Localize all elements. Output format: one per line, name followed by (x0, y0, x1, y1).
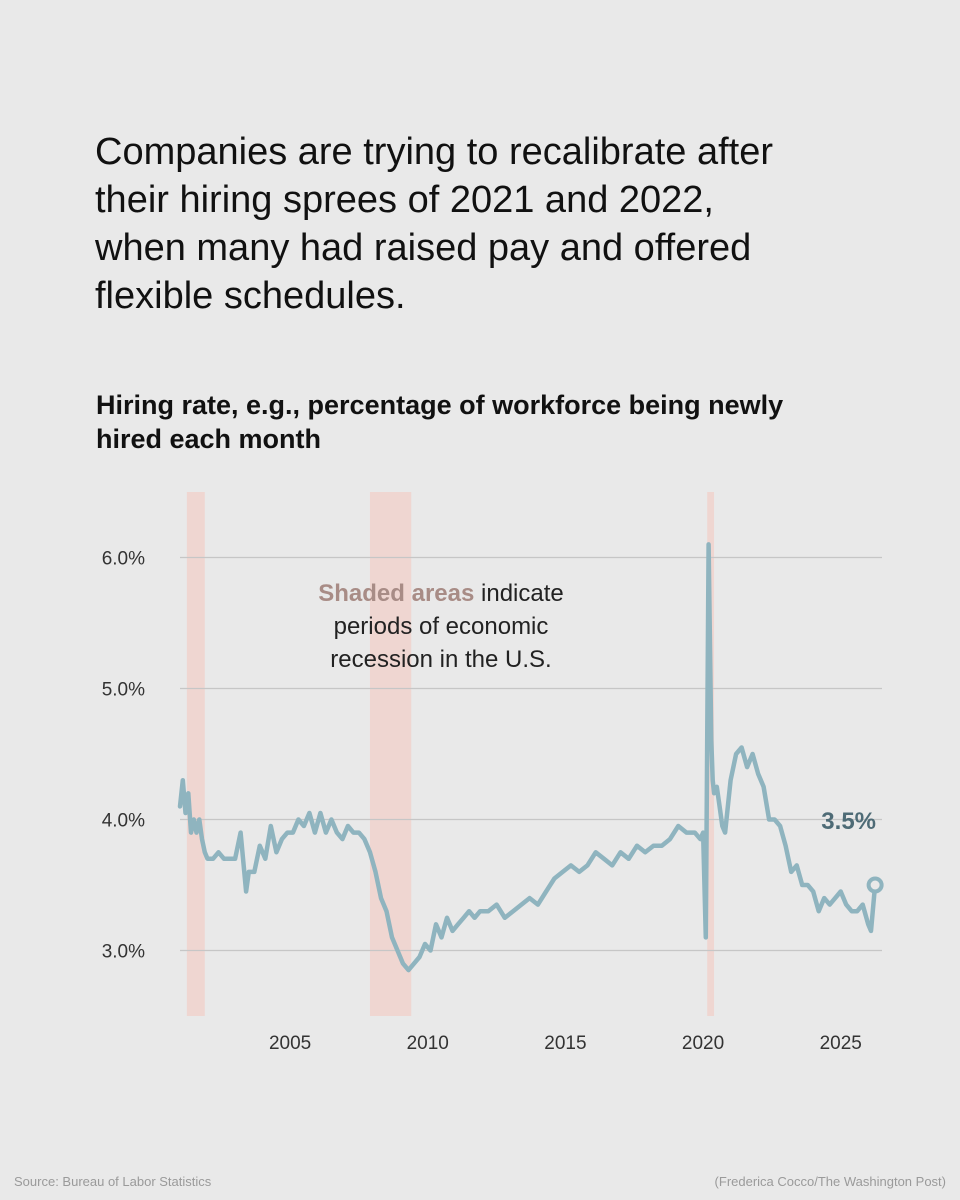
series-line-layer (177, 542, 884, 973)
hiring-rate-chart: 3.0% 4.0% 5.0% 6.0% 2005 2010 2015 2020 2025 Sh… (102, 492, 884, 1054)
x-tick-label-5: 2025 (820, 1033, 862, 1054)
x-tick-label-3: 2015 (544, 1033, 586, 1054)
x-tick-label-4: 2020 (682, 1033, 724, 1054)
hiring-rate-line (177, 542, 878, 973)
recession-bands (186, 492, 715, 1016)
end-point-marker (866, 876, 884, 894)
credit-note: (Frederica Cocco/The Washington Post) (714, 1174, 946, 1189)
y-tick-label-1: 3.0% (102, 942, 145, 963)
recession-note-line3: recession in the U.S. (330, 646, 551, 673)
headline: Companies are trying to recalibrate afte… (95, 131, 773, 317)
y-tick-label-2: 4.0% (102, 811, 145, 832)
y-tick-label-3: 5.0% (102, 680, 145, 701)
source-note: Source: Bureau of Labor Statistics (14, 1174, 212, 1189)
recession-note-rest: indicate (474, 580, 563, 607)
recession-note-bold: Shaded areas (318, 580, 474, 607)
recession-note-line1: Shaded areas indicate (318, 580, 563, 607)
y-axis-ticks: 3.0% 4.0% 5.0% 6.0% (102, 549, 145, 963)
x-tick-label-1: 2005 (269, 1033, 311, 1054)
gridlines (180, 556, 882, 952)
x-tick-label-2: 2010 (407, 1033, 449, 1054)
recession-band-1 (186, 492, 205, 1016)
x-axis-ticks: 2005 2010 2015 2020 2025 (269, 1033, 862, 1054)
recession-note-line2: periods of economic (334, 613, 549, 640)
end-value-label: 3.5% (821, 808, 876, 835)
chart-title: Hiring rate, e.g., percentage of workfor… (96, 390, 784, 454)
y-tick-label-4: 6.0% (102, 549, 145, 570)
